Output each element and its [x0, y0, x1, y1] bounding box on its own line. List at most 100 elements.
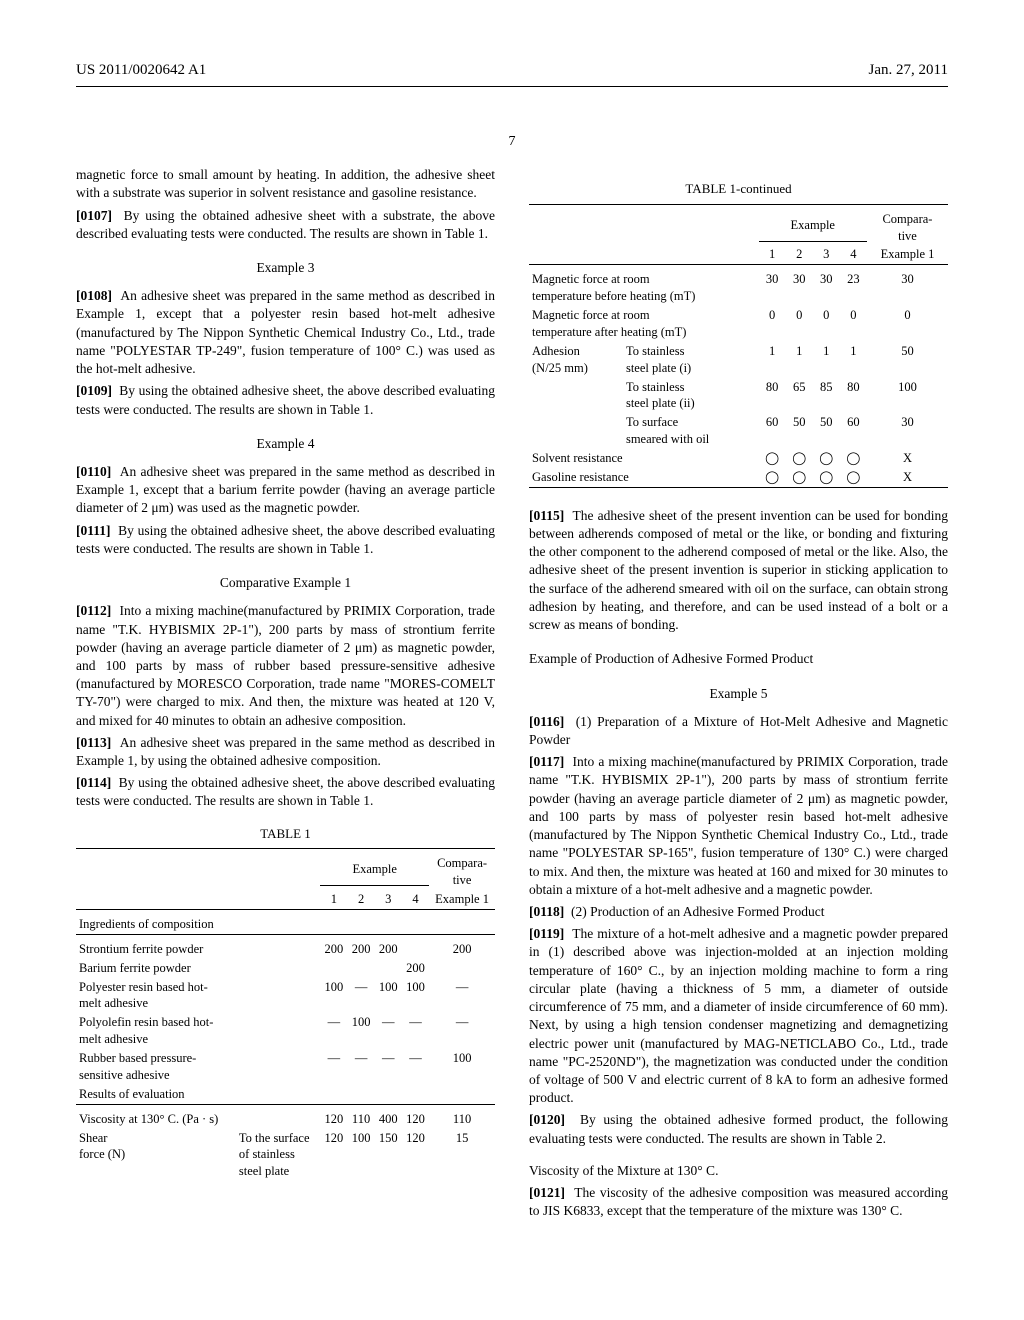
cell: 200: [375, 940, 402, 959]
row-label: Polyester resin based hot- melt adhesive: [76, 978, 320, 1014]
table-row: Magnetic force at room temperature befor…: [529, 270, 948, 306]
table-row: Strontium ferrite powder200200200200: [76, 940, 495, 959]
cell: 60: [759, 413, 786, 449]
para-num: [0114]: [76, 775, 111, 790]
cell: —: [429, 978, 495, 1014]
para-num: [0111]: [76, 523, 111, 538]
para-num: [0110]: [76, 464, 111, 479]
cell: 0: [867, 306, 948, 342]
para-text: Into a mixing machine(manufactured by PR…: [76, 603, 495, 727]
para-text: By using the obtained adhesive sheet, th…: [76, 775, 495, 808]
col-head: 2: [347, 890, 374, 909]
body-text: [0117] Into a mixing machine(manufacture…: [529, 753, 948, 899]
cell: 100: [347, 1013, 374, 1049]
cell: 100: [867, 378, 948, 414]
cell: 100: [347, 1129, 374, 1182]
body-text: [0115] The adhesive sheet of the present…: [529, 507, 948, 635]
body-text: [0116] (1) Preparation of a Mixture of H…: [529, 713, 948, 749]
cell: —: [347, 978, 374, 1014]
cell: [320, 959, 347, 978]
cell: —: [375, 1013, 402, 1049]
table-row: Rubber based pressure- sensitive adhesiv…: [76, 1049, 495, 1085]
cell: 30: [759, 270, 786, 306]
table-title: TABLE 1-continued: [529, 180, 948, 198]
table-row: To stainless steel plate (ii)80658580100: [529, 378, 948, 414]
cell: 100: [429, 1049, 495, 1085]
body-text: [0107] By using the obtained adhesive sh…: [76, 207, 495, 243]
cell: 400: [375, 1110, 402, 1129]
pub-number: US 2011/0020642 A1: [76, 60, 206, 80]
body-text: [0108] An adhesive sheet was prepared in…: [76, 287, 495, 378]
para-num: [0121]: [529, 1185, 565, 1200]
row-label: Polyolefin resin based hot- melt adhesiv…: [76, 1013, 320, 1049]
cell: —: [429, 1013, 495, 1049]
cell: —: [402, 1013, 429, 1049]
table-row: Barium ferrite powder 200: [76, 959, 495, 978]
para-text: (2) Production of an Adhesive Formed Pro…: [571, 904, 824, 919]
table-row: Polyester resin based hot- melt adhesive…: [76, 978, 495, 1014]
cell: ◯: [759, 449, 786, 468]
cell: 100: [402, 978, 429, 1014]
cell: 120: [320, 1129, 347, 1182]
table-row: Polyolefin resin based hot- melt adhesiv…: [76, 1013, 495, 1049]
cell: 65: [786, 378, 813, 414]
col-head: 3: [813, 245, 840, 264]
para-text: By using the obtained adhesive sheet wit…: [76, 208, 495, 241]
content-columns: magnetic force to small amount by heatin…: [76, 166, 948, 1246]
para-num: [0119]: [529, 926, 564, 941]
cell: 50: [813, 413, 840, 449]
row-label: Strontium ferrite powder: [76, 940, 320, 959]
body-text: [0109] By using the obtained adhesive sh…: [76, 382, 495, 418]
table-row: Magnetic force at room temperature after…: [529, 306, 948, 342]
col-group: Compara- tive: [867, 210, 948, 246]
cell: ◯: [759, 468, 786, 487]
cell: 1: [786, 342, 813, 378]
cell: 150: [375, 1129, 402, 1182]
cell: ◯: [786, 449, 813, 468]
cell: 50: [786, 413, 813, 449]
cell: 120: [320, 1110, 347, 1129]
row-sublabel: [236, 1110, 320, 1129]
para-text: An adhesive sheet was prepared in the sa…: [76, 288, 495, 376]
cell: —: [347, 1049, 374, 1085]
cell: 30: [867, 270, 948, 306]
cell: 200: [402, 959, 429, 978]
page-number: 7: [76, 133, 948, 152]
cell: 200: [429, 940, 495, 959]
body-text: [0121] The viscosity of the adhesive com…: [529, 1184, 948, 1220]
para-num: [0120]: [529, 1112, 565, 1127]
row-label: Shear force (N): [76, 1129, 236, 1182]
section-label: Results of evaluation: [76, 1085, 495, 1104]
body-text: magnetic force to small amount by heatin…: [76, 166, 495, 202]
para-text: By using the obtained adhesive sheet, th…: [76, 383, 495, 416]
table-row: Solvent resistance◯◯◯◯X: [529, 449, 948, 468]
cell: 15: [429, 1129, 495, 1182]
row-label: Barium ferrite powder: [76, 959, 320, 978]
para-text: Into a mixing machine(manufactured by PR…: [529, 754, 948, 897]
cell: 80: [840, 378, 867, 414]
cell: ◯: [813, 449, 840, 468]
col-head: Example 1: [429, 890, 495, 909]
table-row: Adhesion (N/25 mm)To stainless steel pla…: [529, 342, 948, 378]
cell: [402, 940, 429, 959]
header-rule: [76, 86, 948, 87]
para-num: [0113]: [76, 735, 111, 750]
col-head: 1: [759, 245, 786, 264]
row-sublabel: To stainless steel plate (ii): [623, 378, 759, 414]
para-text: The adhesive sheet of the present invent…: [529, 508, 948, 632]
row-label: Adhesion (N/25 mm): [529, 342, 623, 378]
body-text: [0113] An adhesive sheet was prepared in…: [76, 734, 495, 770]
cell: —: [375, 1049, 402, 1085]
cell: X: [867, 468, 948, 487]
para-text: (1) Preparation of a Mixture of Hot-Melt…: [529, 714, 948, 747]
pub-date: Jan. 27, 2011: [869, 60, 948, 80]
example-heading: Example 4: [76, 435, 495, 453]
cell: [347, 959, 374, 978]
para-num: [0115]: [529, 508, 564, 523]
row-label: Magnetic force at room temperature befor…: [529, 270, 759, 306]
section-heading: Example of Production of Adhesive Formed…: [529, 650, 948, 668]
cell: 110: [347, 1110, 374, 1129]
body-text: [0120] By using the obtained adhesive fo…: [529, 1111, 948, 1147]
cell: 0: [759, 306, 786, 342]
body-text: [0119] The mixture of a hot-melt adhesiv…: [529, 925, 948, 1107]
